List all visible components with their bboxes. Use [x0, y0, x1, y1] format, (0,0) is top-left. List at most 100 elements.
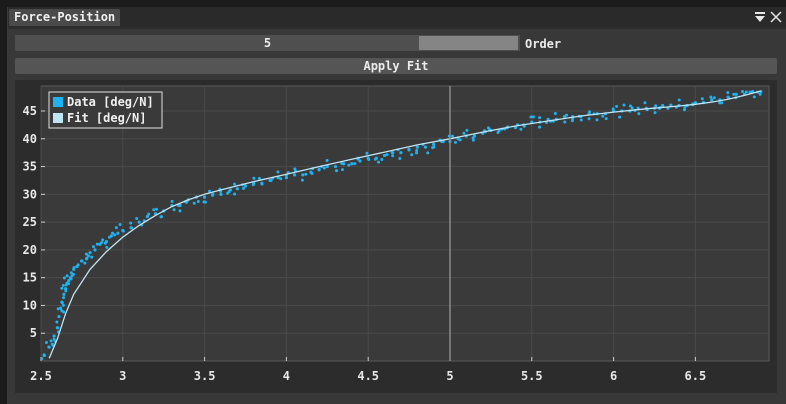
data-point — [382, 153, 387, 158]
legend-box — [48, 91, 163, 129]
plot-legend[interactable]: Data [deg/N] Fit [deg/N] — [48, 91, 163, 129]
data-point — [276, 170, 280, 174]
x-tick-label-3: 4 — [283, 369, 290, 383]
data-point — [184, 200, 188, 204]
data-point — [47, 345, 51, 349]
data-point — [604, 117, 608, 121]
data-point — [208, 189, 212, 193]
data-point — [726, 91, 730, 95]
data-point — [385, 153, 389, 157]
data-point — [615, 104, 619, 108]
data-point — [113, 233, 117, 237]
data-point — [60, 286, 64, 290]
data-point — [226, 191, 230, 195]
data-point — [100, 241, 104, 245]
legend-swatch-fit[interactable] — [53, 113, 63, 123]
data-point — [398, 156, 402, 160]
data-point — [373, 157, 377, 161]
data-point — [661, 103, 665, 108]
data-point — [390, 151, 394, 155]
x-tick-label-4: 4.5 — [357, 369, 379, 383]
data-point — [269, 178, 273, 182]
data-point — [553, 111, 557, 115]
data-point — [57, 314, 61, 319]
data-point — [415, 148, 419, 152]
data-point — [565, 113, 569, 117]
data-point — [353, 162, 357, 166]
data-point — [71, 272, 75, 276]
close-x-icon[interactable] — [769, 10, 783, 24]
collapse-triangle-menu-icon[interactable] — [754, 10, 766, 24]
plot-tick-labels: 2.5 3 3.5 4 4.5 5 5.5 6 6.5 5 10 15 20 25 30 35 40 45 — [23, 104, 707, 383]
data-point — [84, 257, 88, 261]
y-tick-label-7: 40 — [23, 132, 37, 146]
y-tick-label-5: 30 — [23, 187, 37, 201]
data-point — [292, 173, 297, 177]
data-point — [317, 168, 321, 172]
order-slider[interactable]: 5 — [15, 35, 520, 51]
data-point — [107, 235, 111, 239]
x-tick-label-6: 5.5 — [521, 369, 543, 383]
data-point — [531, 115, 535, 119]
data-point — [677, 98, 681, 102]
force-position-plot[interactable]: 2.5 3 3.5 4 4.5 5 5.5 6 6.5 5 10 15 20 25 30 35 40 45 Dat… — [15, 80, 777, 393]
data-point — [304, 172, 308, 176]
data-point — [538, 125, 542, 129]
y-tick-label-0: 5 — [30, 326, 37, 340]
data-point — [380, 158, 384, 162]
data-point — [62, 296, 66, 300]
data-point — [235, 187, 239, 191]
x-tick-label-1: 3 — [119, 369, 126, 383]
data-point — [83, 261, 87, 265]
plot-area[interactable] — [40, 85, 770, 362]
data-point — [49, 339, 53, 343]
data-point — [105, 245, 109, 249]
data-point — [202, 200, 206, 204]
x-tick-label-7: 6 — [610, 369, 617, 383]
data-point — [529, 115, 533, 119]
data-point — [322, 166, 326, 170]
y-tick-label-8: 45 — [23, 104, 37, 118]
data-point — [116, 231, 120, 235]
data-point — [340, 161, 344, 165]
legend-swatch-data[interactable] — [53, 97, 63, 107]
x-tick-label-2: 3.5 — [194, 369, 216, 383]
data-point — [458, 138, 462, 142]
data-point — [79, 259, 83, 263]
data-point — [669, 103, 673, 107]
data-point — [211, 193, 215, 197]
legend-label-fit: Fit [deg/N] — [67, 111, 146, 125]
order-slider-grab[interactable] — [419, 36, 518, 50]
data-point — [741, 90, 745, 94]
data-point — [426, 151, 430, 155]
data-point — [147, 212, 151, 216]
data-point — [465, 128, 469, 132]
data-point — [546, 117, 550, 121]
data-point — [65, 274, 69, 278]
data-point — [471, 136, 475, 140]
window-tab-force-position[interactable]: Force-Position — [9, 9, 121, 26]
data-point — [219, 192, 223, 196]
fit-series-line — [48, 90, 761, 359]
data-point — [111, 231, 115, 235]
data-point — [91, 245, 95, 249]
apply-fit-button[interactable]: Apply Fit — [15, 58, 777, 74]
data-point — [734, 92, 738, 96]
data-point — [712, 96, 716, 100]
data-point — [486, 126, 490, 130]
data-point — [601, 114, 605, 118]
order-label: Order — [525, 37, 562, 51]
data-point — [367, 158, 371, 162]
data-point — [595, 118, 599, 122]
data-point — [748, 90, 752, 94]
data-point — [301, 173, 305, 177]
data-point — [347, 163, 351, 167]
y-tick-label-2: 15 — [23, 271, 37, 285]
data-point — [579, 118, 583, 122]
data-point — [284, 176, 288, 180]
data-point — [93, 248, 97, 252]
data-point — [192, 201, 196, 205]
data-point — [41, 357, 44, 361]
y-tick-label-3: 20 — [23, 243, 37, 257]
plot-canvas[interactable]: 2.5 3 3.5 4 4.5 5 5.5 6 6.5 5 10 15 20 25 30 35 40 45 Dat… — [15, 80, 777, 393]
